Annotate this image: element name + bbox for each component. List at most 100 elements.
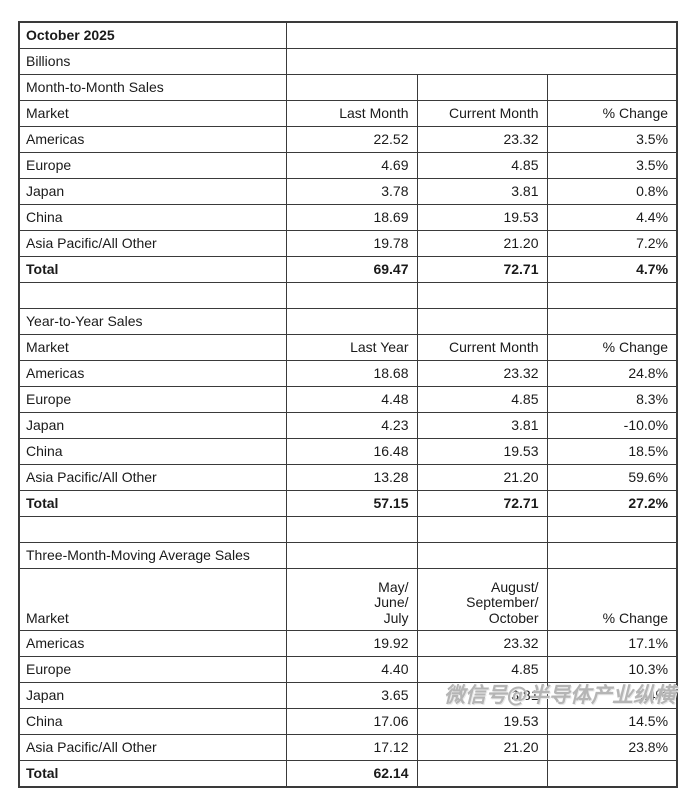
total-value-hidden — [546, 760, 678, 788]
empty-cell — [285, 542, 418, 569]
value-cell: 59.6% — [546, 464, 678, 491]
total-label: Total — [18, 760, 287, 788]
value-cell: 3.65 — [285, 682, 418, 709]
value-cell: 7.2% — [546, 230, 678, 257]
market-cell: Europe — [18, 386, 287, 413]
value-cell: 21.20 — [416, 734, 548, 761]
total-value: 27.2% — [546, 490, 678, 517]
value-cell: 3.81 — [416, 412, 548, 439]
total-value: 69.47 — [285, 256, 418, 283]
value-cell: 23.32 — [416, 360, 548, 387]
value-cell: 17.12 — [285, 734, 418, 761]
value-cell: 16.48 — [285, 438, 418, 465]
empty-cell — [285, 74, 418, 101]
table-row-asia-pacific: Asia Pacific/All Other 17.12 21.20 23.8% — [18, 734, 678, 761]
total-value: 4.7% — [546, 256, 678, 283]
value-cell: 19.92 — [285, 630, 418, 657]
total-value: 57.15 — [285, 490, 418, 517]
table-row-europe: Europe 4.69 4.85 3.5% — [18, 152, 678, 179]
value-cell: 4.4% — [546, 682, 678, 709]
section-title-row: Month-to-Month Sales — [18, 74, 678, 101]
value-cell: 3.5% — [546, 126, 678, 153]
page-canvas: October 2025 Billions Month-to-Month Sal… — [18, 21, 679, 788]
section-title-row: Three-Month-Moving Average Sales — [18, 542, 678, 569]
col-header-current-month: Current Month — [416, 100, 548, 127]
spacer-cell — [18, 282, 287, 309]
value-cell: 3.81 — [416, 178, 548, 205]
empty-cell — [546, 74, 678, 101]
section-title-mtm: Month-to-Month Sales — [18, 74, 287, 101]
col-header-current-month: Current Month — [416, 334, 548, 361]
value-cell: 21.20 — [416, 464, 548, 491]
section-title-yty: Year-to-Year Sales — [18, 308, 287, 335]
col-header-aug-sep-oct: August/ September/ October — [416, 568, 548, 631]
value-cell: 14.5% — [546, 708, 678, 735]
total-value: 62.14 — [285, 760, 418, 788]
value-cell: 4.85 — [416, 386, 548, 413]
table-row-americas: Americas 18.68 23.32 24.8% — [18, 360, 678, 387]
value-cell: 18.69 — [285, 204, 418, 231]
value-cell: 4.48 — [285, 386, 418, 413]
value-cell: 19.78 — [285, 230, 418, 257]
value-cell: 3.5% — [546, 152, 678, 179]
col-header-pct-change: % Change — [546, 100, 678, 127]
column-header-row: Market Last Month Current Month % Change — [18, 100, 678, 127]
section-title-3mma: Three-Month-Moving Average Sales — [18, 542, 287, 569]
total-value: 72.71 — [416, 490, 548, 517]
spacer-row — [18, 282, 678, 309]
empty-cell — [416, 542, 548, 569]
total-label: Total — [18, 256, 287, 283]
value-cell: 4.85 — [416, 152, 548, 179]
spacer-cell — [285, 516, 418, 543]
value-cell: 19.53 — [416, 204, 548, 231]
spacer-cell — [416, 282, 548, 309]
spacer-cell — [416, 516, 548, 543]
empty-cell — [416, 308, 548, 335]
col-header-market: Market — [18, 100, 287, 127]
section-title-row: Year-to-Year Sales — [18, 308, 678, 335]
col-header-market: Market — [18, 568, 287, 631]
total-label: Total — [18, 490, 287, 517]
value-cell: 4.23 — [285, 412, 418, 439]
table-row-china: China 16.48 19.53 18.5% — [18, 438, 678, 465]
table-row-asia-pacific: Asia Pacific/All Other 19.78 21.20 7.2% — [18, 230, 678, 257]
table-row-total: Total 69.47 72.71 4.7% — [18, 256, 678, 283]
col-header-pct-change: % Change — [546, 334, 678, 361]
value-cell: 24.8% — [546, 360, 678, 387]
value-cell: 4.85 — [416, 656, 548, 683]
value-cell: 19.53 — [416, 708, 548, 735]
empty-cell — [546, 308, 678, 335]
value-cell: 21.20 — [416, 230, 548, 257]
table-row-europe: Europe 4.48 4.85 8.3% — [18, 386, 678, 413]
market-cell: China — [18, 438, 287, 465]
value-cell: 8.3% — [546, 386, 678, 413]
value-cell: 23.32 — [416, 126, 548, 153]
value-cell: 17.06 — [285, 708, 418, 735]
empty-cell — [285, 308, 418, 335]
value-cell: -10.0% — [546, 412, 678, 439]
empty-cell — [285, 48, 678, 75]
market-cell: Asia Pacific/All Other — [18, 230, 287, 257]
market-cell: Japan — [18, 412, 287, 439]
value-cell: 3.81 — [416, 682, 548, 709]
empty-cell — [416, 74, 548, 101]
table-row-americas: Americas 22.52 23.32 3.5% — [18, 126, 678, 153]
table-row-asia-pacific: Asia Pacific/All Other 13.28 21.20 59.6% — [18, 464, 678, 491]
table-row-japan: Japan 3.78 3.81 0.8% — [18, 178, 678, 205]
empty-cell — [285, 21, 678, 49]
table-row-americas: Americas 19.92 23.32 17.1% — [18, 630, 678, 657]
col-header-market: Market — [18, 334, 287, 361]
market-cell: Americas — [18, 126, 287, 153]
market-cell: China — [18, 708, 287, 735]
table-row-china: China 18.69 19.53 4.4% — [18, 204, 678, 231]
value-cell: 4.40 — [285, 656, 418, 683]
col-header-pct-change: % Change — [546, 568, 678, 631]
value-cell: 10.3% — [546, 656, 678, 683]
column-header-row: Market Last Year Current Month % Change — [18, 334, 678, 361]
column-header-row: Market May/ June/ July August/ September… — [18, 568, 678, 631]
spacer-cell — [546, 516, 678, 543]
table-row-japan: Japan 3.65 3.81 4.4% — [18, 682, 678, 709]
market-cell: Americas — [18, 630, 287, 657]
units-label: Billions — [18, 48, 287, 75]
value-cell: 13.28 — [285, 464, 418, 491]
